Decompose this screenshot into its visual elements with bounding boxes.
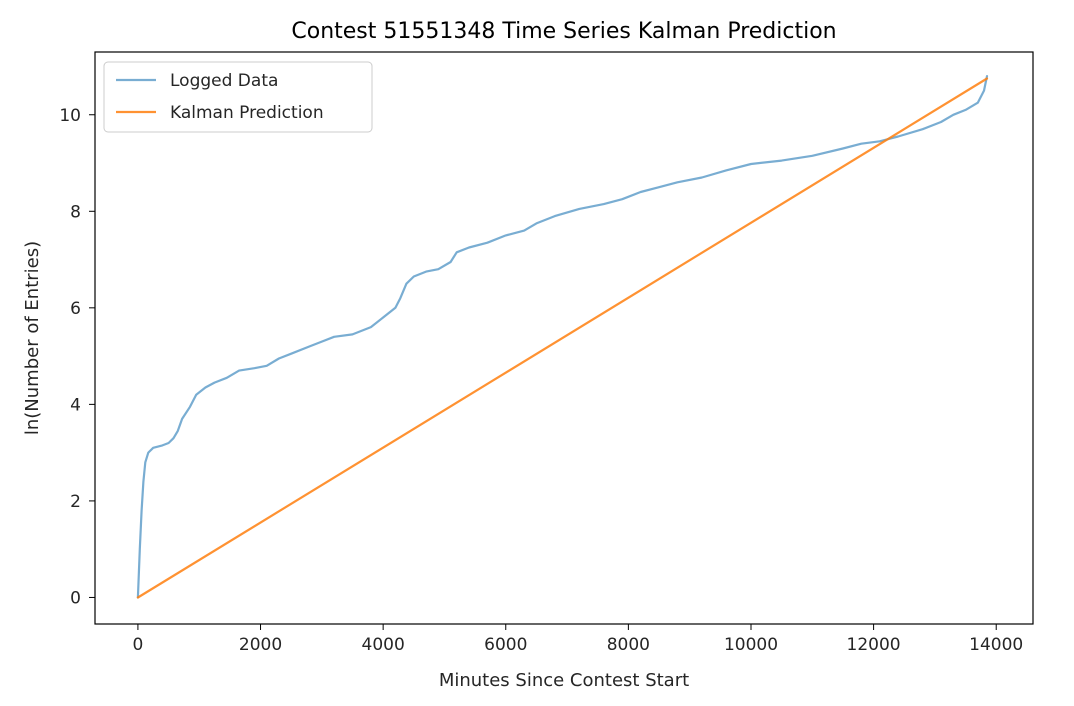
plot-area — [94, 51, 1034, 625]
x-tick-label: 4000 — [362, 635, 405, 655]
x-tick-label: 10000 — [724, 635, 778, 655]
legend-label-logged-data: Logged Data — [170, 71, 278, 91]
x-tick-label: 12000 — [847, 635, 901, 655]
x-tick-label: 0 — [133, 635, 144, 655]
y-tick-label: 0 — [70, 588, 81, 608]
legend-box — [103, 61, 373, 133]
series-line-logged-data — [136, 75, 989, 599]
y-axis: 0 2 4 6 8 10 — [59, 106, 95, 608]
chart-title: Contest 51551348 Time Series Kalman Pred… — [291, 19, 836, 44]
x-tick-label: 14000 — [969, 635, 1023, 655]
x-tick-label: 6000 — [484, 635, 527, 655]
y-tick-label: 4 — [70, 395, 81, 415]
y-tick-label: 2 — [70, 492, 81, 512]
x-axis: 0 2000 4000 6000 8000 10000 12000 14000 — [133, 624, 1023, 655]
y-tick-label: 10 — [59, 106, 81, 126]
series-layer — [136, 75, 989, 599]
y-tick-label: 8 — [70, 202, 81, 222]
series-line-kalman-prediction — [136, 77, 989, 599]
y-tick-label: 6 — [70, 299, 81, 319]
x-tick-label: 2000 — [239, 635, 282, 655]
legend: Logged Data Kalman Prediction — [103, 61, 373, 133]
x-tick-label: 8000 — [607, 635, 650, 655]
x-axis-label: Minutes Since Contest Start — [439, 670, 689, 691]
y-axis-label: ln(Number of Entries) — [22, 241, 43, 435]
legend-label-kalman-prediction: Kalman Prediction — [170, 103, 324, 123]
